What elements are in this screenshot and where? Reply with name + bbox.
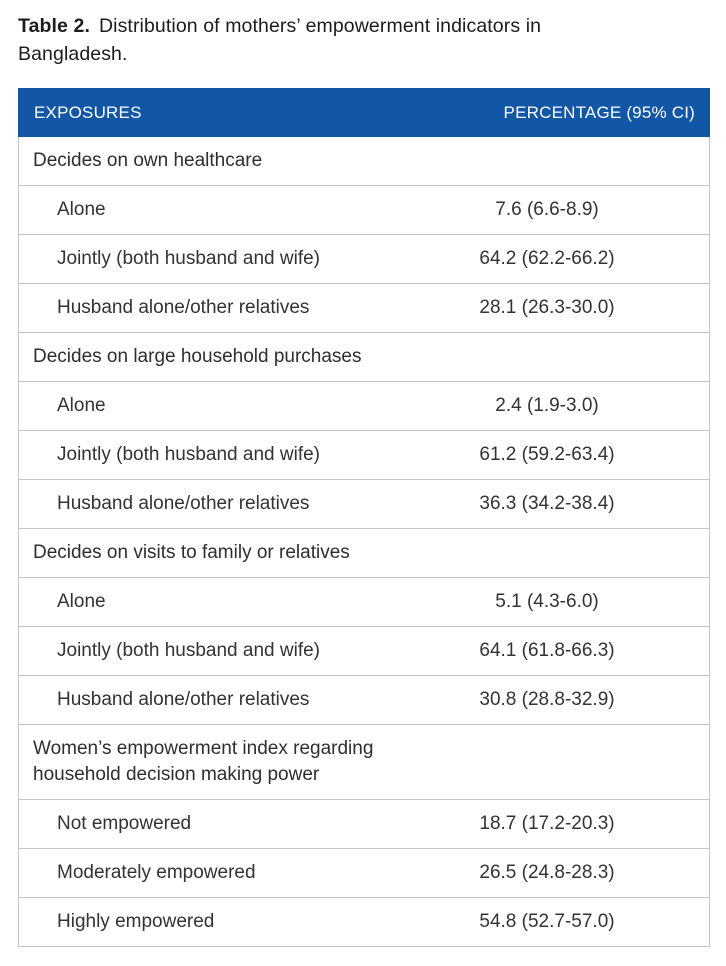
table-row: Jointly (both husband and wife) 64.1 (61… <box>19 626 709 675</box>
table-row: Highly empowered 54.8 (52.7-57.0) <box>19 897 709 946</box>
row-value: 5.1 (4.3-6.0) <box>495 591 599 612</box>
row-label: Alone <box>57 591 106 612</box>
group-header-row: Decides on large household purchases <box>19 332 709 381</box>
group-header-row: Decides on own healthcare <box>19 137 709 185</box>
row-label: Moderately empowered <box>57 862 256 883</box>
row-label: Jointly (both husband and wife) <box>57 444 320 465</box>
table-row: Jointly (both husband and wife) 64.2 (62… <box>19 234 709 283</box>
column-header-exposures: EXPOSURES <box>34 102 142 122</box>
row-value: 54.8 (52.7-57.0) <box>479 911 615 932</box>
row-label: Alone <box>57 395 106 416</box>
group-header-label: Decides on own healthcare <box>33 150 263 171</box>
row-value: 64.2 (62.2-66.2) <box>479 248 615 269</box>
table-row: Jointly (both husband and wife) 61.2 (59… <box>19 430 709 479</box>
group-header-label: Women’s empowerment index regarding hous… <box>33 738 374 785</box>
row-value: 36.3 (34.2-38.4) <box>479 493 615 514</box>
table-caption-label: Table 2. <box>18 15 90 37</box>
row-value: 26.5 (24.8-28.3) <box>479 862 615 883</box>
table-row: Husband alone/other relatives 28.1 (26.3… <box>19 283 709 332</box>
table-body: Decides on own healthcare Alone 7.6 (6.6… <box>18 137 710 947</box>
table-row: Alone 7.6 (6.6-8.9) <box>19 185 709 234</box>
row-label: Highly empowered <box>57 911 215 932</box>
table-caption-text: Distribution of mothers’ empowerment ind… <box>18 15 542 65</box>
group-header-row: Decides on visits to family or relatives <box>19 528 709 577</box>
table-row: Alone 5.1 (4.3-6.0) <box>19 577 709 626</box>
table-header-row: EXPOSURES PERCENTAGE (95% CI) <box>18 88 710 137</box>
row-value: 2.4 (1.9-3.0) <box>495 395 599 416</box>
table-row: Not empowered 18.7 (17.2-20.3) <box>19 799 709 848</box>
row-value: 30.8 (28.8-32.9) <box>479 689 615 710</box>
row-label: Husband alone/other relatives <box>57 297 310 318</box>
row-value: 7.6 (6.6-8.9) <box>495 199 599 220</box>
row-label: Jointly (both husband and wife) <box>57 248 320 269</box>
row-value: 18.7 (17.2-20.3) <box>479 813 615 834</box>
group-header-label: Decides on large household purchases <box>33 346 362 367</box>
group-header-label: Decides on visits to family or relatives <box>33 542 350 563</box>
row-label: Jointly (both husband and wife) <box>57 640 320 661</box>
table-row: Husband alone/other relatives 36.3 (34.2… <box>19 479 709 528</box>
table-row: Husband alone/other relatives 30.8 (28.8… <box>19 675 709 724</box>
row-value: 28.1 (26.3-30.0) <box>479 297 615 318</box>
column-header-percentage: PERCENTAGE (95% CI) <box>503 102 695 122</box>
row-label: Not empowered <box>57 813 192 834</box>
table-row: Alone 2.4 (1.9-3.0) <box>19 381 709 430</box>
row-value: 64.1 (61.8-66.3) <box>479 640 615 661</box>
row-value: 61.2 (59.2-63.4) <box>479 444 615 465</box>
table-caption: Table 2. Distribution of mothers’ empower… <box>18 12 646 68</box>
group-header-row: Women’s empowerment index regarding hous… <box>19 724 709 799</box>
table-row: Moderately empowered 26.5 (24.8-28.3) <box>19 848 709 897</box>
row-label: Husband alone/other relatives <box>57 689 310 710</box>
empowerment-table: EXPOSURES PERCENTAGE (95% CI) Decides on… <box>18 88 710 947</box>
row-label: Alone <box>57 199 106 220</box>
row-label: Husband alone/other relatives <box>57 493 310 514</box>
